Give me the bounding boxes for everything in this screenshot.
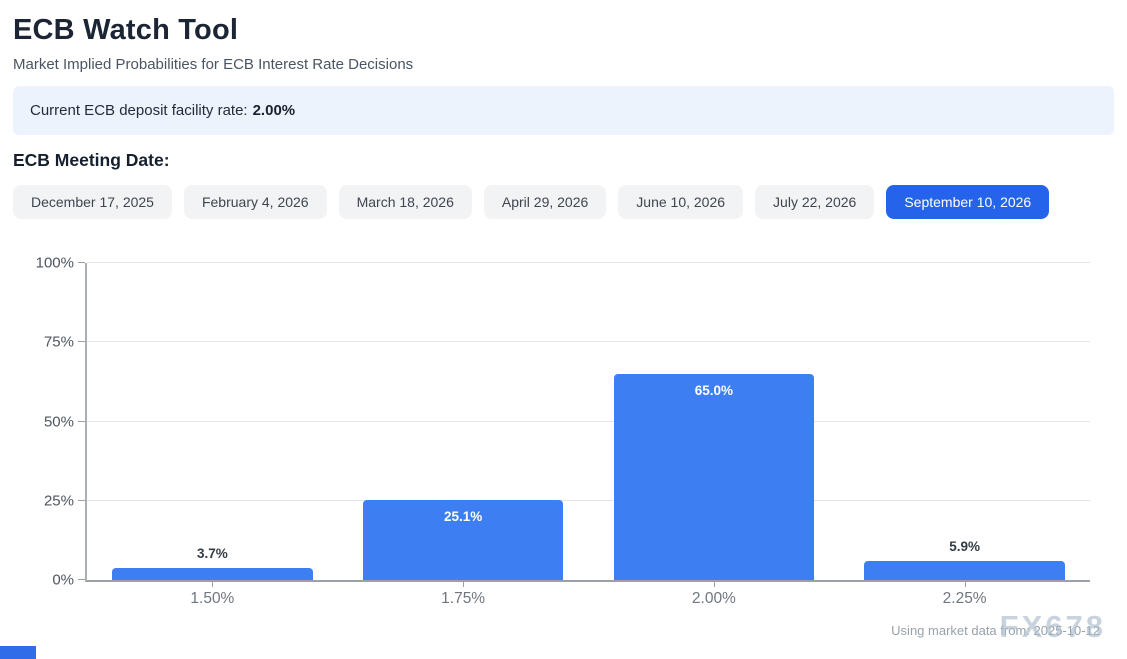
current-rate-label: Current ECB deposit facility rate:: [30, 102, 248, 119]
meeting-date-button-2[interactable]: March 18, 2026: [338, 185, 472, 219]
y-axis-tick: [78, 262, 85, 263]
current-rate-banner: Current ECB deposit facility rate: 2.00%: [13, 86, 1114, 135]
meeting-date-button-6-selected[interactable]: September 10, 2026: [886, 185, 1050, 219]
data-source-text: Using market data from: 2025-10-12: [891, 623, 1100, 638]
gridline-50: [87, 420, 1090, 422]
y-axis-label: 25%: [43, 492, 74, 510]
y-axis-tick: [78, 420, 85, 422]
page-subtitle: Market Implied Probabilities for ECB Int…: [13, 56, 414, 73]
y-axis-label: 75%: [43, 333, 74, 351]
y-axis-label: 50%: [43, 413, 74, 430]
probability-chart: 0% 25% 50% 75% 100% 3.7% 1.50% 25.1% 1.75% 65.0% 2…: [13, 255, 1114, 607]
y-axis-label: 100%: [35, 254, 74, 272]
page-title: ECB Watch Tool: [13, 14, 239, 46]
bar-value-label: 3.7%: [196, 546, 228, 562]
x-axis-tick: [463, 580, 465, 587]
meeting-date-button-row: December 17, 2025 February 4, 2026 March 1…: [13, 185, 1114, 219]
bar-1.50%[interactable]: [112, 568, 313, 580]
x-axis-tick: [964, 580, 966, 587]
bar-2.25%[interactable]: [864, 561, 1065, 580]
x-axis-tick: [713, 580, 715, 587]
x-axis-label-2.00%: 2.00%: [691, 590, 736, 607]
y-axis-tick: [78, 499, 85, 501]
bar-1.75%[interactable]: 25.1%: [362, 500, 564, 580]
bar-value-label: 65.0%: [694, 382, 733, 398]
current-rate-value: 2.00%: [252, 102, 296, 119]
chart-plot-area: 0% 25% 50% 75% 100% 3.7% 1.50% 25.1% 1.75% 65.0% 2…: [36, 255, 1090, 607]
bar-value-label: 5.9%: [949, 539, 981, 555]
meeting-date-button-3[interactable]: April 29, 2026: [483, 185, 607, 219]
gridline-100: [87, 262, 1090, 263]
blue-corner-decoration: [0, 646, 36, 659]
meeting-date-button-4[interactable]: June 10, 2026: [618, 185, 744, 219]
y-axis-tick: [78, 341, 85, 343]
y-axis-label: 0%: [52, 571, 74, 589]
gridline-75: [87, 341, 1090, 343]
page: ECB Watch Tool Market Implied Probabilit…: [13, 14, 1114, 607]
x-axis-label-1.50%: 1.50%: [190, 590, 235, 607]
meeting-date-button-5[interactable]: July 22, 2026: [755, 185, 875, 219]
x-axis-tick: [212, 580, 214, 587]
x-axis-label-1.75%: 1.75%: [441, 590, 486, 607]
meeting-date-button-0[interactable]: December 17, 2025: [13, 185, 172, 219]
bar-value-label: 25.1%: [443, 509, 483, 525]
gridline-25: [87, 499, 1090, 501]
bar-2.00%[interactable]: 65.0%: [613, 373, 815, 580]
meeting-date-heading: ECB Meeting Date:: [13, 150, 170, 170]
meeting-date-button-1[interactable]: February 4, 2026: [183, 185, 327, 219]
x-axis-label-2.25%: 2.25%: [942, 590, 987, 607]
y-axis-tick: [78, 579, 85, 580]
